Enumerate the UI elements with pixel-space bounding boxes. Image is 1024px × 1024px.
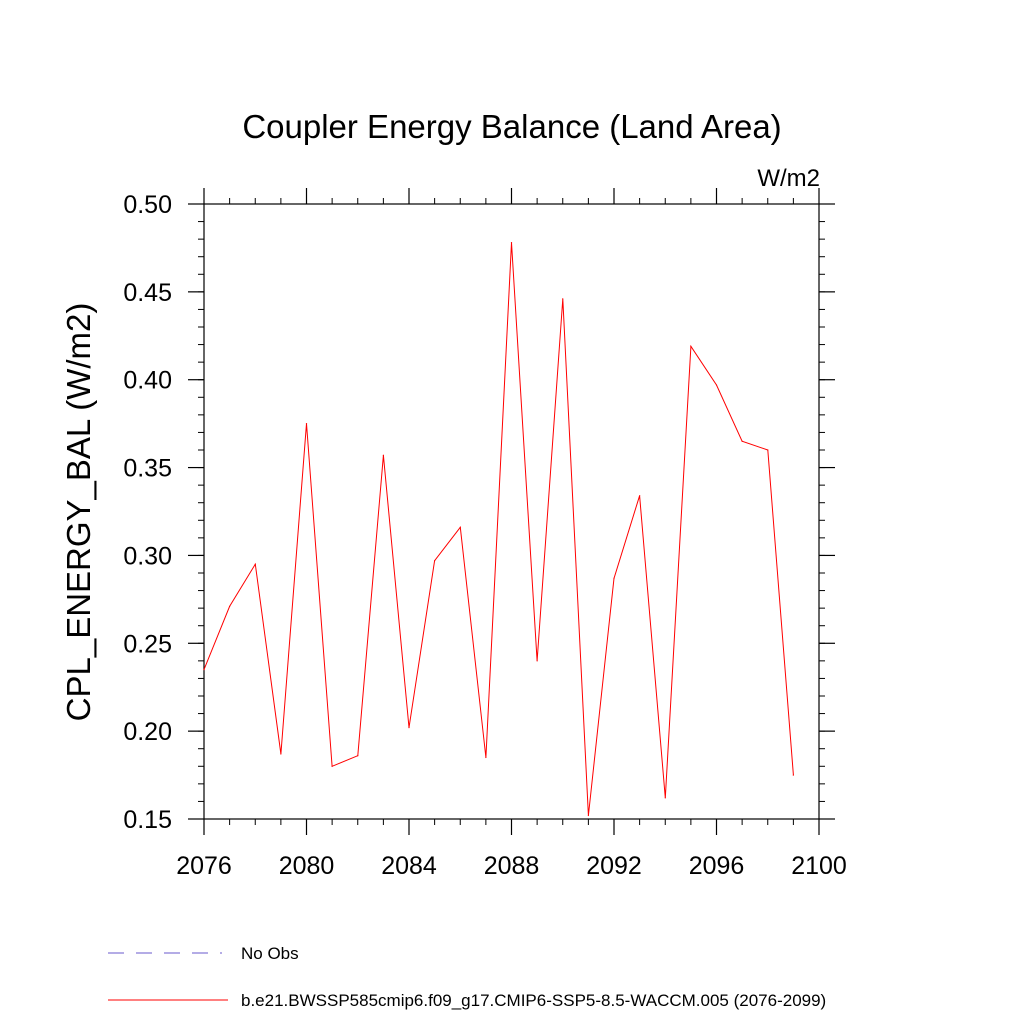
- x-tick-label: 2080: [279, 852, 335, 880]
- y-tick-label: 0.45: [123, 279, 172, 307]
- data-point: [203, 669, 205, 671]
- y-tick-labels: 0.15 0.20 0.25 0.30 0.35 0.40 0.45 0.50: [123, 191, 172, 834]
- legend-label-model-run: b.e21.BWSSP585cmip6.f09_g17.CMIP6-SSP5-8…: [241, 991, 826, 1010]
- data-point: [408, 727, 410, 729]
- series-line: [203, 242, 794, 816]
- x-tick-label: 2076: [176, 852, 232, 880]
- data-point: [562, 298, 564, 300]
- y-tick-label: 0.50: [123, 191, 172, 219]
- x-tick-label: 2096: [689, 852, 745, 880]
- legend: No Obs b.e21.BWSSP585cmip6.f09_g17.CMIP6…: [108, 944, 826, 1010]
- data-point: [357, 755, 359, 757]
- x-tick-label: 2088: [484, 852, 540, 880]
- y-tick-label: 0.20: [123, 718, 172, 746]
- plot-frame: [203, 203, 820, 820]
- y-tick-label: 0.35: [123, 455, 172, 483]
- data-point: [741, 440, 743, 442]
- data-point: [280, 753, 282, 755]
- y-tick-label: 0.40: [123, 367, 172, 395]
- data-point: [510, 242, 513, 244]
- y-tick-label: 0.30: [123, 542, 172, 570]
- data-point: [254, 563, 256, 565]
- data-point: [792, 774, 794, 776]
- minor-ticks: [198, 198, 825, 825]
- x-tick-label: 2100: [791, 852, 847, 880]
- data-point: [639, 495, 641, 497]
- data-point: [664, 797, 666, 799]
- data-point: [587, 814, 589, 817]
- data-point: [613, 577, 615, 579]
- y-axis-label: CPL_ENERGY_BAL (W/m2): [60, 303, 97, 722]
- data-point: [331, 765, 333, 767]
- chart-title: Coupler Energy Balance (Land Area): [242, 108, 781, 145]
- data-point: [536, 660, 538, 662]
- data-point: [229, 605, 231, 607]
- data-point: [690, 345, 692, 347]
- legend-label-no-obs: No Obs: [241, 944, 299, 963]
- units-label: W/m2: [757, 165, 820, 192]
- y-tick-label: 0.15: [123, 806, 172, 834]
- major-ticks: [188, 188, 835, 835]
- x-tick-label: 2092: [586, 852, 642, 880]
- data-point: [485, 756, 487, 759]
- data-point: [767, 449, 769, 451]
- data-point: [434, 560, 436, 562]
- data-point: [459, 526, 461, 528]
- data-point: [382, 454, 384, 456]
- y-tick-label: 0.25: [123, 630, 172, 658]
- x-tick-labels: 2076 2080 2084 2088 2092 2096 2100: [176, 852, 847, 880]
- data-point: [715, 384, 718, 386]
- x-tick-label: 2084: [381, 852, 437, 880]
- data-point: [305, 423, 308, 425]
